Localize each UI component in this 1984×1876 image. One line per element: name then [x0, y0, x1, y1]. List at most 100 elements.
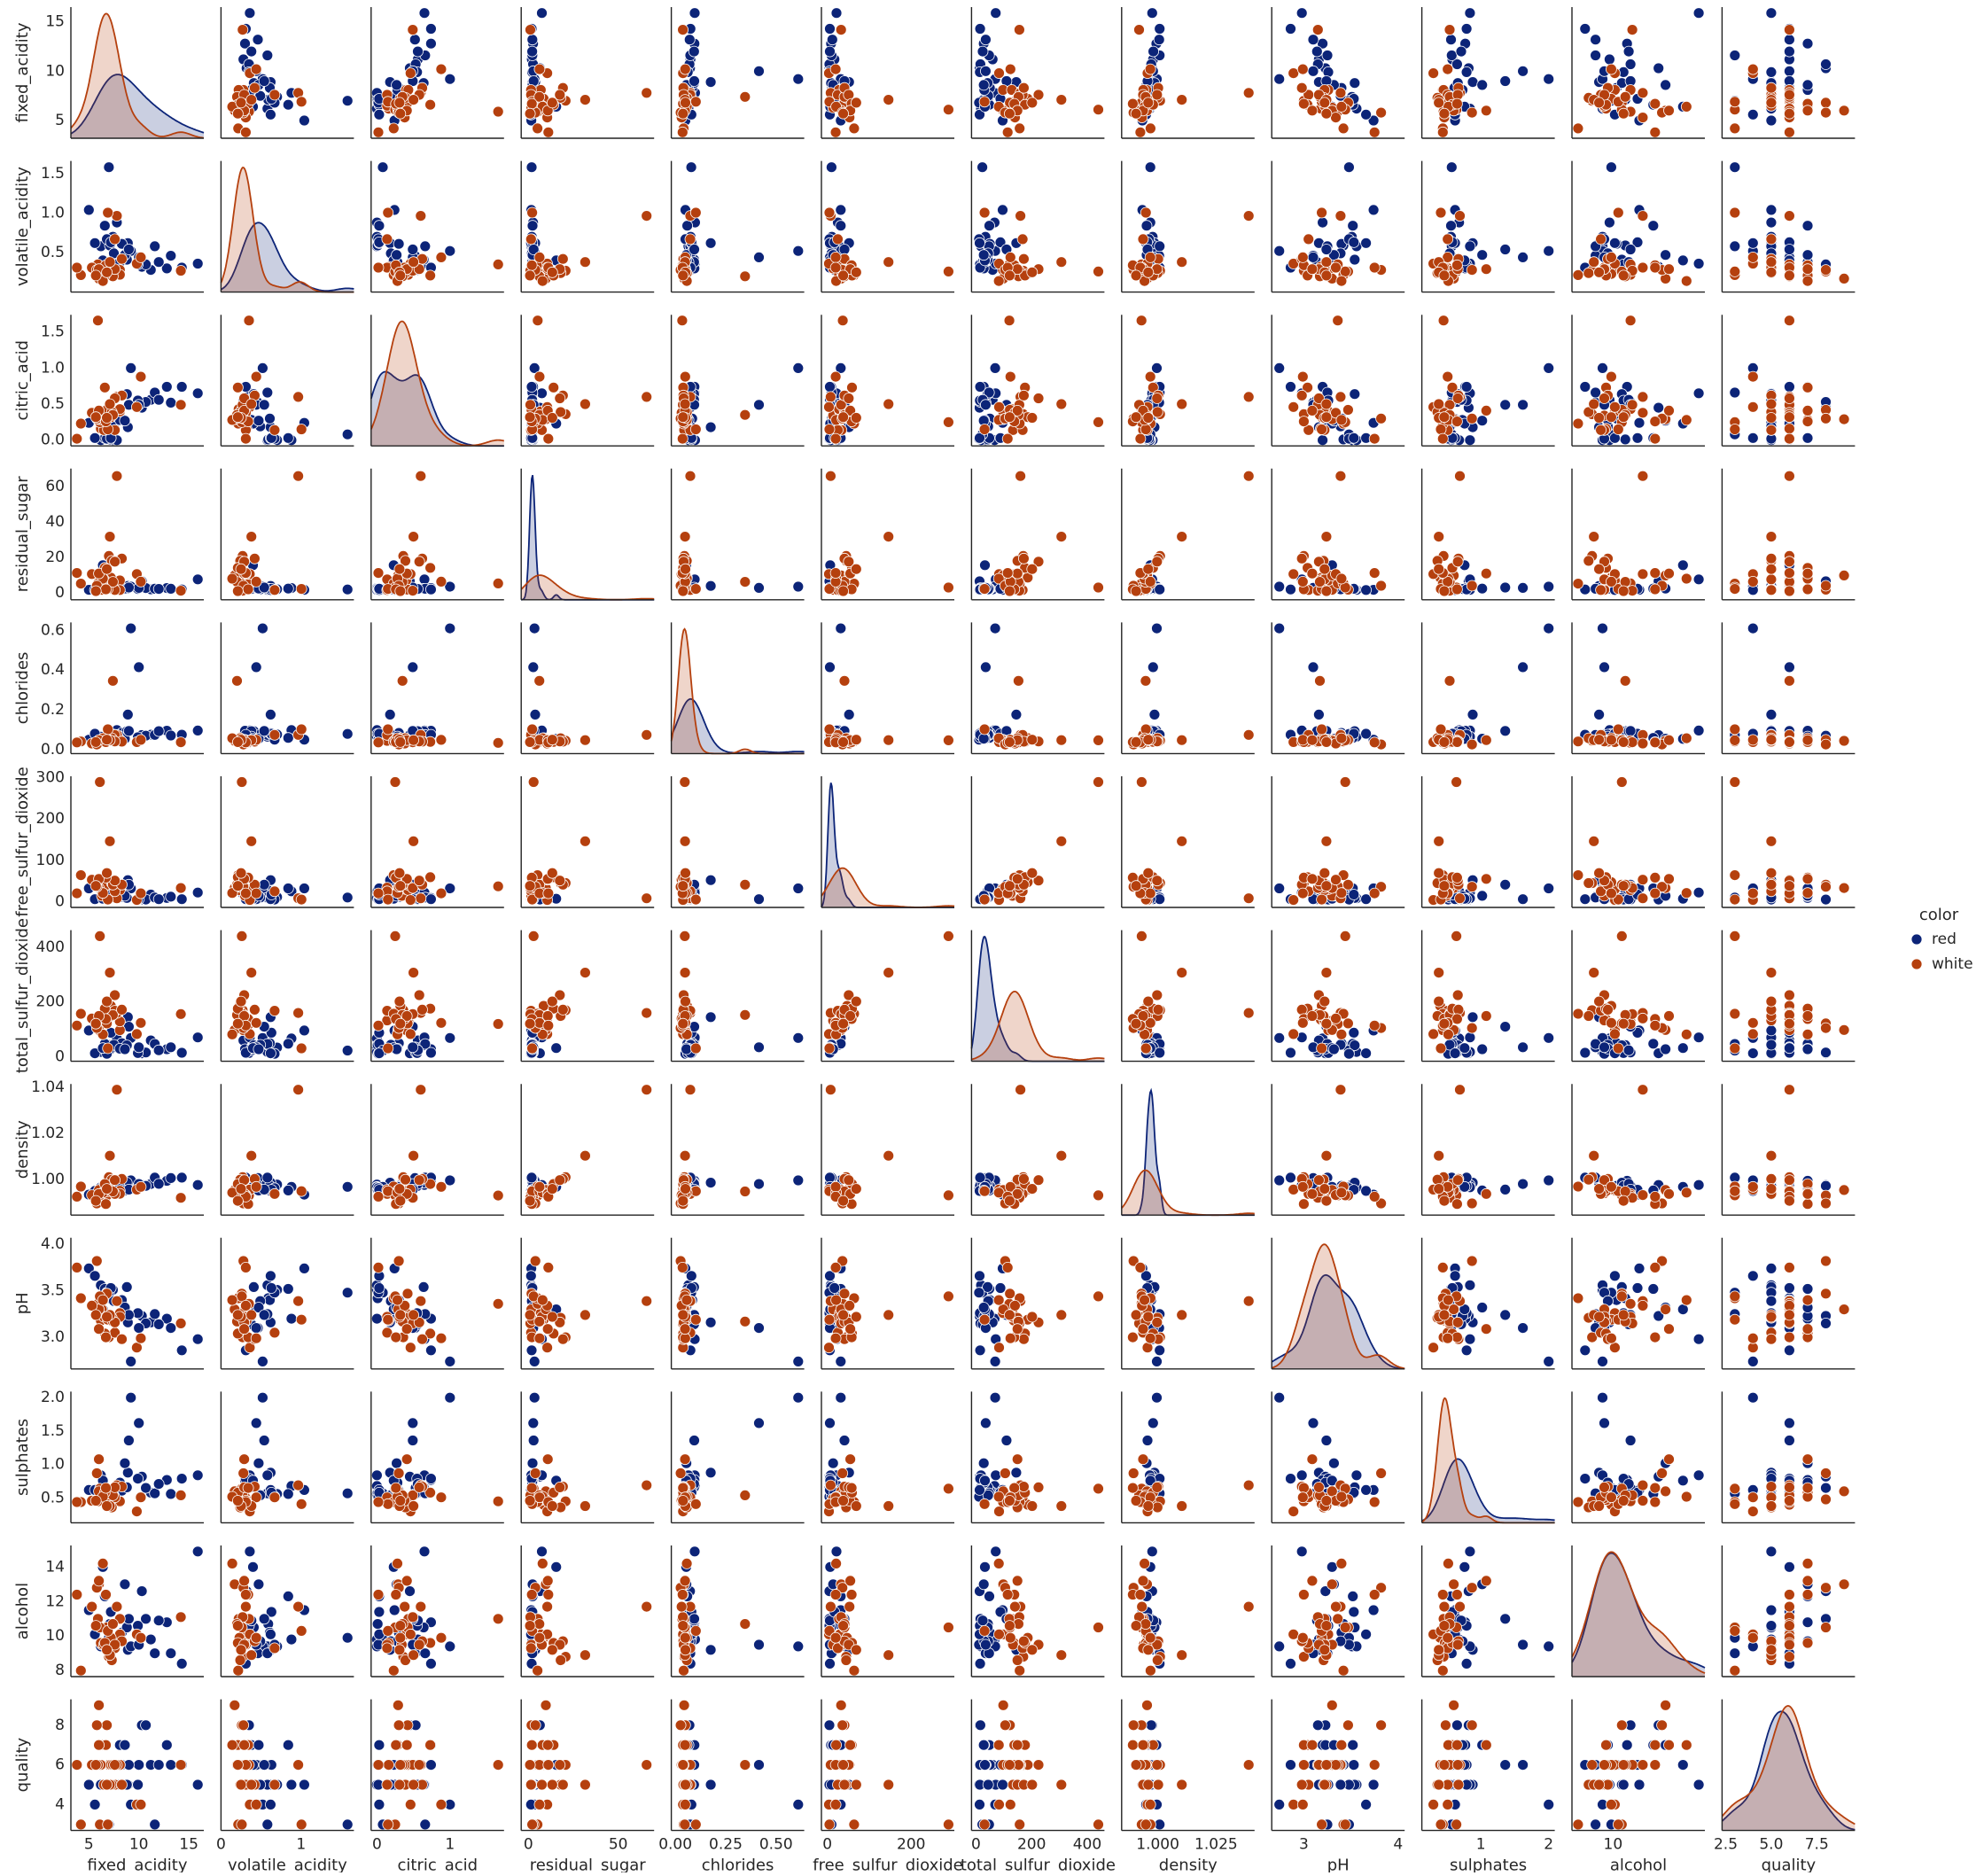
scatter-point [1342, 1018, 1353, 1029]
subplot [1422, 776, 1555, 907]
scatter-point [1467, 265, 1477, 276]
scatter-point [104, 162, 114, 173]
subplot [521, 161, 654, 292]
scatter-point [1594, 413, 1605, 424]
subplot [221, 315, 354, 446]
scatter-point [246, 46, 257, 57]
scatter-point [1467, 882, 1477, 892]
scatter-point [824, 401, 835, 412]
scatter-point [395, 108, 406, 119]
scatter-point [543, 433, 554, 444]
scatter-point [1297, 576, 1308, 587]
scatter-point [1589, 257, 1599, 268]
scatter-point [1446, 162, 1457, 173]
scatter-point [445, 623, 455, 634]
scatter-point [1369, 262, 1380, 273]
scatter-point [425, 872, 436, 883]
scatter-point [1606, 162, 1616, 173]
scatter-point [1802, 416, 1813, 427]
scatter-point [390, 777, 401, 788]
scatter-point [680, 836, 690, 846]
scatter-point [680, 399, 690, 409]
scatter-point [1784, 382, 1794, 393]
scatter-point [175, 266, 186, 276]
subplot [971, 622, 1104, 753]
subplot [1122, 469, 1255, 600]
scatter-point [1002, 568, 1013, 579]
scatter-point [1766, 836, 1777, 846]
scatter-point [1625, 315, 1636, 326]
scatter-point [1747, 623, 1758, 634]
scatter-point [1369, 433, 1380, 444]
scatter-point [1784, 586, 1794, 596]
scatter-point [1143, 267, 1154, 277]
scatter-point [1606, 888, 1616, 899]
scatter-point [342, 892, 353, 903]
scatter-point [425, 894, 436, 905]
scatter-point [1481, 105, 1491, 116]
scatter-point [1465, 8, 1475, 19]
scatter-point [1650, 98, 1661, 109]
scatter-point [134, 662, 144, 673]
scatter-point [1802, 80, 1813, 90]
scatter-point [793, 581, 804, 592]
scatter-point [1839, 736, 1849, 746]
scatter-point [232, 881, 243, 891]
scatter-point [122, 709, 133, 720]
scatter-point [705, 1012, 716, 1023]
scatter-point [385, 709, 395, 720]
subplot [71, 7, 204, 138]
scatter-point [373, 127, 384, 137]
scatter-point [1620, 675, 1630, 686]
scatter-point [405, 895, 416, 906]
scatter-point [530, 709, 541, 720]
scatter-point [1518, 662, 1529, 673]
scatter-point [1154, 35, 1164, 45]
scatter-point [1307, 735, 1318, 745]
scatter-point [246, 836, 257, 846]
scatter-point [136, 1017, 146, 1028]
scatter-point [342, 96, 353, 106]
scatter-point [1296, 553, 1307, 564]
scatter-point [269, 1006, 280, 1016]
scatter-point [408, 245, 418, 255]
scatter-point [1616, 777, 1627, 788]
scatter-point [1784, 35, 1794, 45]
scatter-point [677, 315, 688, 326]
scatter-point [1428, 68, 1439, 79]
scatter-point [1518, 894, 1529, 905]
scatter-point [740, 409, 751, 420]
scatter-point [1766, 399, 1777, 409]
scatter-point [993, 276, 1004, 286]
scatter-point [1321, 399, 1332, 409]
scatter-point [1434, 996, 1444, 1007]
scatter-point [1136, 315, 1147, 326]
scatter-point [1145, 252, 1155, 262]
scatter-point [1093, 266, 1104, 276]
scatter-point [883, 399, 894, 409]
scatter-point [383, 894, 393, 905]
scatter-point [543, 1020, 554, 1031]
scatter-point [678, 586, 689, 596]
scatter-point [1361, 1048, 1372, 1059]
scatter-point [1693, 887, 1704, 898]
scatter-point [1616, 930, 1627, 941]
scatter-point [1583, 268, 1594, 278]
scatter-point [269, 424, 280, 435]
scatter-point [1428, 1029, 1439, 1039]
y-tick-label: 1.5 [41, 323, 65, 341]
subplot [672, 622, 805, 753]
scatter-point [136, 735, 146, 745]
scatter-point [409, 35, 420, 45]
scatter-point [1434, 399, 1444, 409]
scatter-point [1544, 623, 1554, 634]
scatter-point [1434, 532, 1444, 542]
scatter-point [1308, 35, 1319, 45]
scatter-point [1594, 709, 1605, 720]
subplot [672, 7, 805, 138]
scatter-point [388, 123, 399, 134]
scatter-point [1307, 874, 1318, 884]
scatter-point [1802, 405, 1813, 416]
scatter-point [374, 109, 385, 120]
scatter-point [1018, 553, 1029, 564]
